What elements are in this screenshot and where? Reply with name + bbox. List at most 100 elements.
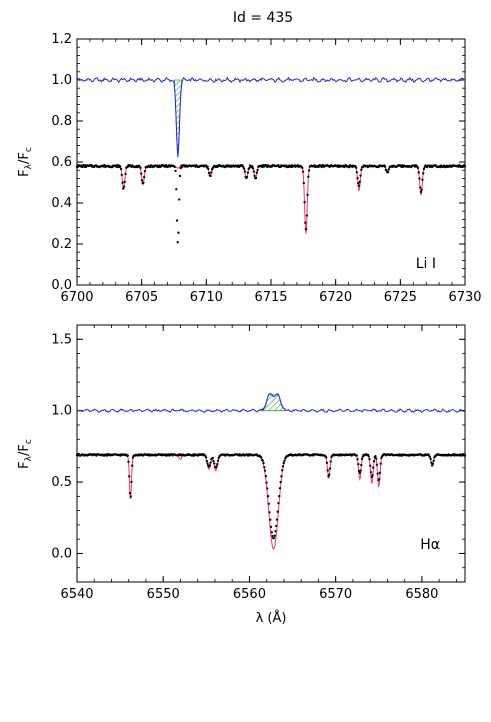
figure-title: Id = 435 bbox=[233, 10, 293, 26]
observed-point bbox=[123, 180, 126, 183]
y-axis-label-sub2: c bbox=[24, 147, 34, 152]
observed-point bbox=[269, 518, 272, 521]
observed-point bbox=[304, 227, 308, 231]
observed-point bbox=[416, 166, 420, 169]
observed-point bbox=[277, 502, 280, 505]
observed-point bbox=[274, 530, 277, 533]
observed-point bbox=[251, 167, 255, 170]
observed-point bbox=[251, 165, 254, 168]
plot-frame bbox=[76, 38, 466, 286]
observed-point bbox=[375, 463, 379, 466]
observed-point bbox=[387, 168, 391, 171]
x-tick-label: 6540 bbox=[60, 587, 93, 602]
observed-point bbox=[122, 185, 126, 188]
y-axis-label-sub1: λ bbox=[24, 455, 34, 461]
y-tick-label: 0.8 bbox=[51, 114, 72, 129]
observed-point bbox=[272, 536, 276, 540]
panel-label: Li I bbox=[416, 256, 436, 272]
observed-point bbox=[463, 165, 467, 168]
observed-point bbox=[355, 454, 358, 457]
observed-point bbox=[261, 459, 264, 462]
observed-point bbox=[215, 465, 218, 468]
observed-point bbox=[131, 464, 134, 467]
observed-point bbox=[429, 457, 432, 461]
y-axis-label: Fλ/Fc bbox=[17, 439, 34, 469]
observed-point bbox=[269, 525, 273, 529]
y-tick-label: 0.5 bbox=[51, 475, 72, 490]
observed-point bbox=[384, 165, 387, 168]
observed-point bbox=[127, 460, 130, 463]
observed-point bbox=[212, 459, 215, 463]
observed-point bbox=[358, 180, 361, 183]
observed-point bbox=[243, 170, 247, 173]
observed-point bbox=[245, 175, 249, 179]
observed-point bbox=[174, 169, 177, 173]
y-axis-label: Fλ/Fc bbox=[17, 147, 34, 177]
observed-point bbox=[120, 173, 123, 177]
x-tick-label: 6570 bbox=[319, 587, 352, 602]
panel-label: Hα bbox=[420, 537, 440, 553]
observed-point bbox=[359, 174, 362, 177]
observed-point bbox=[178, 174, 182, 178]
observed-point bbox=[265, 481, 268, 484]
observed-point bbox=[304, 221, 307, 224]
observed-point bbox=[359, 469, 362, 472]
observed-point bbox=[280, 475, 283, 478]
y-axis-label-main: F bbox=[17, 461, 32, 468]
observed-point bbox=[283, 459, 286, 463]
x-tick-label: 6730 bbox=[448, 290, 481, 305]
observed-point bbox=[360, 168, 363, 171]
observed-point bbox=[209, 174, 212, 178]
observed-point bbox=[327, 475, 330, 478]
observed-point bbox=[142, 181, 145, 184]
observed-point bbox=[305, 214, 308, 217]
residual-feature-hatch bbox=[174, 79, 182, 158]
observed-point bbox=[143, 169, 147, 173]
observed-point bbox=[175, 219, 179, 222]
observed-point bbox=[119, 165, 122, 168]
y-tick-label: 1.0 bbox=[51, 404, 72, 419]
panel-halpha: Fλ/Fc Hα λ (Å) 6540 6550 6560 6570 6580 0.0 0.… bbox=[17, 324, 467, 626]
observed-point bbox=[419, 186, 422, 189]
series-model-line bbox=[77, 454, 465, 550]
observed-point bbox=[370, 475, 373, 479]
observed-point bbox=[278, 487, 282, 490]
observed-point bbox=[360, 457, 364, 461]
observed-point bbox=[431, 462, 435, 465]
x-tick-label: 6550 bbox=[147, 587, 180, 602]
observed-point bbox=[422, 172, 425, 175]
y-axis-label-sub1: λ bbox=[24, 163, 34, 169]
observed-point bbox=[378, 471, 382, 474]
observed-point bbox=[276, 510, 279, 513]
observed-point bbox=[256, 168, 259, 172]
x-tick-label: 6725 bbox=[384, 290, 417, 305]
observed-point bbox=[124, 172, 127, 176]
observed-point bbox=[307, 169, 311, 172]
x-tick-label: 6580 bbox=[405, 587, 438, 602]
observed-point bbox=[253, 174, 256, 178]
observed-point bbox=[418, 177, 421, 180]
observed-point bbox=[246, 171, 250, 174]
observed-point bbox=[129, 495, 132, 498]
observed-point bbox=[367, 455, 370, 458]
observed-point bbox=[273, 534, 276, 537]
observed-point bbox=[357, 463, 360, 466]
observed-point bbox=[325, 456, 328, 459]
y-axis-label-sep: /F bbox=[17, 152, 32, 164]
observed-point bbox=[255, 171, 258, 174]
observed-point bbox=[301, 166, 304, 170]
observed-point bbox=[207, 172, 211, 175]
observed-point bbox=[178, 198, 181, 201]
observed-point bbox=[207, 167, 210, 171]
observed-point bbox=[368, 457, 371, 461]
observed-point bbox=[270, 531, 273, 534]
y-tick-label: 0.4 bbox=[51, 196, 72, 211]
observed-point bbox=[357, 184, 361, 187]
observed-point bbox=[328, 473, 331, 476]
observed-point bbox=[140, 172, 143, 175]
observed-point bbox=[266, 495, 270, 498]
x-tick-label: 6705 bbox=[125, 290, 158, 305]
observed-point bbox=[122, 187, 125, 190]
observed-point bbox=[176, 241, 179, 244]
